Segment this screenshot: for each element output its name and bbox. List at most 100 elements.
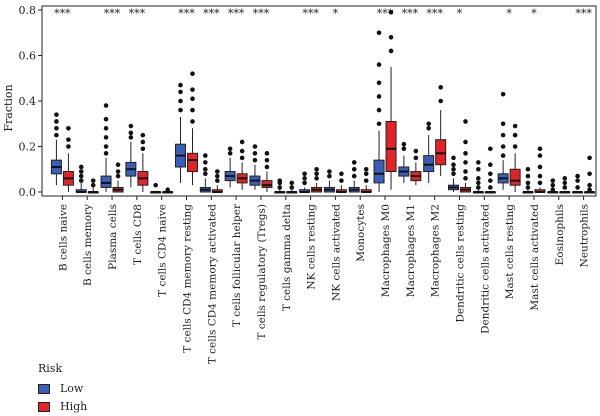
outlier-point [351, 160, 357, 165]
outlier-point [537, 180, 543, 186]
outlier-point [277, 185, 283, 190]
outlier-point [351, 173, 357, 179]
legend-title: Risk [38, 362, 63, 375]
outlier-point [252, 144, 258, 149]
outlier-point [463, 119, 468, 124]
box-low [373, 159, 385, 184]
x-tick-label: Plasma cells [107, 204, 119, 270]
outlier-point [376, 62, 382, 67]
outlier-point [54, 132, 59, 138]
y-tick-label: 0.0 [19, 186, 37, 199]
outlier-point [413, 155, 419, 161]
outlier-point [550, 178, 556, 183]
outlier-point [327, 169, 332, 174]
outlier-point [203, 160, 208, 165]
outlier-point [525, 166, 531, 172]
outlier-point [314, 166, 319, 172]
outlier-point [215, 173, 220, 179]
outlier-point [178, 107, 183, 113]
outlier-point [562, 176, 568, 181]
significance-label: *** [402, 7, 419, 20]
box-high [261, 180, 273, 188]
box-high [385, 120, 397, 173]
x-tick-label: T cells CD8 [132, 204, 144, 265]
outlier-point [264, 157, 270, 163]
outlier-point [66, 144, 71, 149]
outlier-point [500, 132, 506, 138]
significance-label: *** [203, 7, 220, 20]
outlier-point [451, 155, 456, 161]
outlier-point [525, 185, 531, 190]
outlier-point [500, 91, 506, 97]
significance-label: *** [377, 7, 394, 20]
outlier-point [388, 48, 394, 54]
outlier-point [488, 185, 493, 190]
outlier-point [512, 132, 518, 138]
outlier-point [54, 112, 59, 117]
plot-frame [41, 5, 597, 197]
outlier-point [252, 151, 258, 156]
outlier-point [190, 71, 195, 76]
outlier-point [264, 164, 270, 170]
x-tick-label: Eosinophils [554, 204, 566, 265]
outlier-point [215, 178, 220, 183]
x-tick-label: Macrophages M0 [380, 204, 392, 297]
significance-label: *** [104, 7, 121, 20]
outlier-point [339, 178, 344, 183]
significance-label: *** [575, 7, 592, 20]
outlier-point [537, 164, 543, 170]
outlier-point [575, 178, 580, 183]
outlier-point [512, 123, 518, 129]
significance-label: * [457, 7, 463, 20]
outlier-point [451, 171, 456, 177]
significance-label: *** [228, 7, 245, 20]
box-high [187, 152, 198, 173]
outlier-point [103, 151, 109, 156]
outlier-point [153, 182, 158, 188]
x-tick-label: T cells regulatory (Tregs) [256, 204, 268, 340]
outlier-point [550, 187, 556, 193]
outlier-point [115, 169, 121, 174]
outlier-point [401, 146, 407, 152]
box-low [423, 155, 435, 173]
outlier-point [388, 35, 394, 40]
outlier-point [488, 178, 493, 183]
outlier-point [178, 98, 183, 104]
outlier-point [575, 185, 580, 190]
outlier-point [327, 173, 332, 179]
outlier-point [488, 146, 493, 152]
significance-label: *** [302, 7, 319, 20]
significance-label: *** [54, 7, 71, 20]
outlier-point [525, 173, 531, 179]
outlier-point [587, 171, 592, 177]
outlier-point [525, 180, 531, 186]
legend-label-low: Low [60, 382, 84, 395]
outlier-point [103, 116, 109, 122]
outlier-point [463, 160, 468, 165]
outlier-point [190, 87, 195, 92]
outlier-point [463, 139, 468, 145]
outlier-point [103, 144, 109, 149]
legend-swatch-high [38, 402, 50, 412]
outlier-point [103, 135, 109, 140]
outlier-point [363, 171, 369, 177]
outlier-point [488, 171, 493, 177]
outlier-point [203, 171, 208, 177]
outlier-point [227, 151, 233, 156]
outlier-point [78, 178, 84, 183]
outlier-point [413, 148, 419, 154]
outlier-point [115, 173, 121, 179]
outlier-point [351, 166, 357, 172]
outlier-point [476, 160, 481, 165]
y-tick-label: 0.6 [19, 50, 37, 63]
outlier-point [203, 153, 208, 158]
outlier-point [562, 180, 568, 186]
outlier-point [500, 144, 506, 149]
legend-label-high: High [60, 400, 88, 413]
box-low [100, 175, 112, 188]
outlier-point [115, 162, 121, 167]
outlier-point [314, 171, 319, 177]
outlier-point [537, 153, 543, 158]
x-tick-label: Monocytes [355, 204, 367, 262]
x-tick-label: B cells naive [57, 204, 69, 271]
